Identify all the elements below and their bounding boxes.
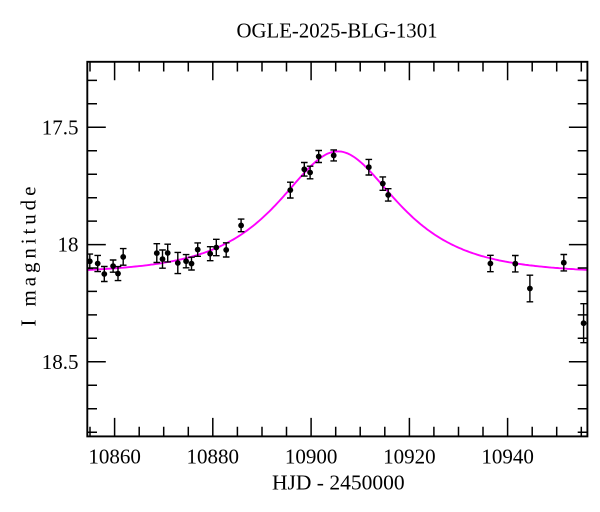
svg-text:18: 18 <box>58 233 79 257</box>
svg-text:10900: 10900 <box>285 444 338 468</box>
svg-text:10880: 10880 <box>187 444 240 468</box>
svg-text:HJD - 2450000: HJD - 2450000 <box>272 470 405 494</box>
svg-text:10860: 10860 <box>88 444 141 468</box>
svg-text:I magnitude: I magnitude <box>17 183 41 327</box>
svg-text:10940: 10940 <box>481 444 534 468</box>
svg-text:10920: 10920 <box>383 444 436 468</box>
svg-text:17.5: 17.5 <box>42 115 79 139</box>
svg-text:18.5: 18.5 <box>42 350 79 374</box>
svg-text:OGLE-2025-BLG-1301: OGLE-2025-BLG-1301 <box>236 20 437 43</box>
